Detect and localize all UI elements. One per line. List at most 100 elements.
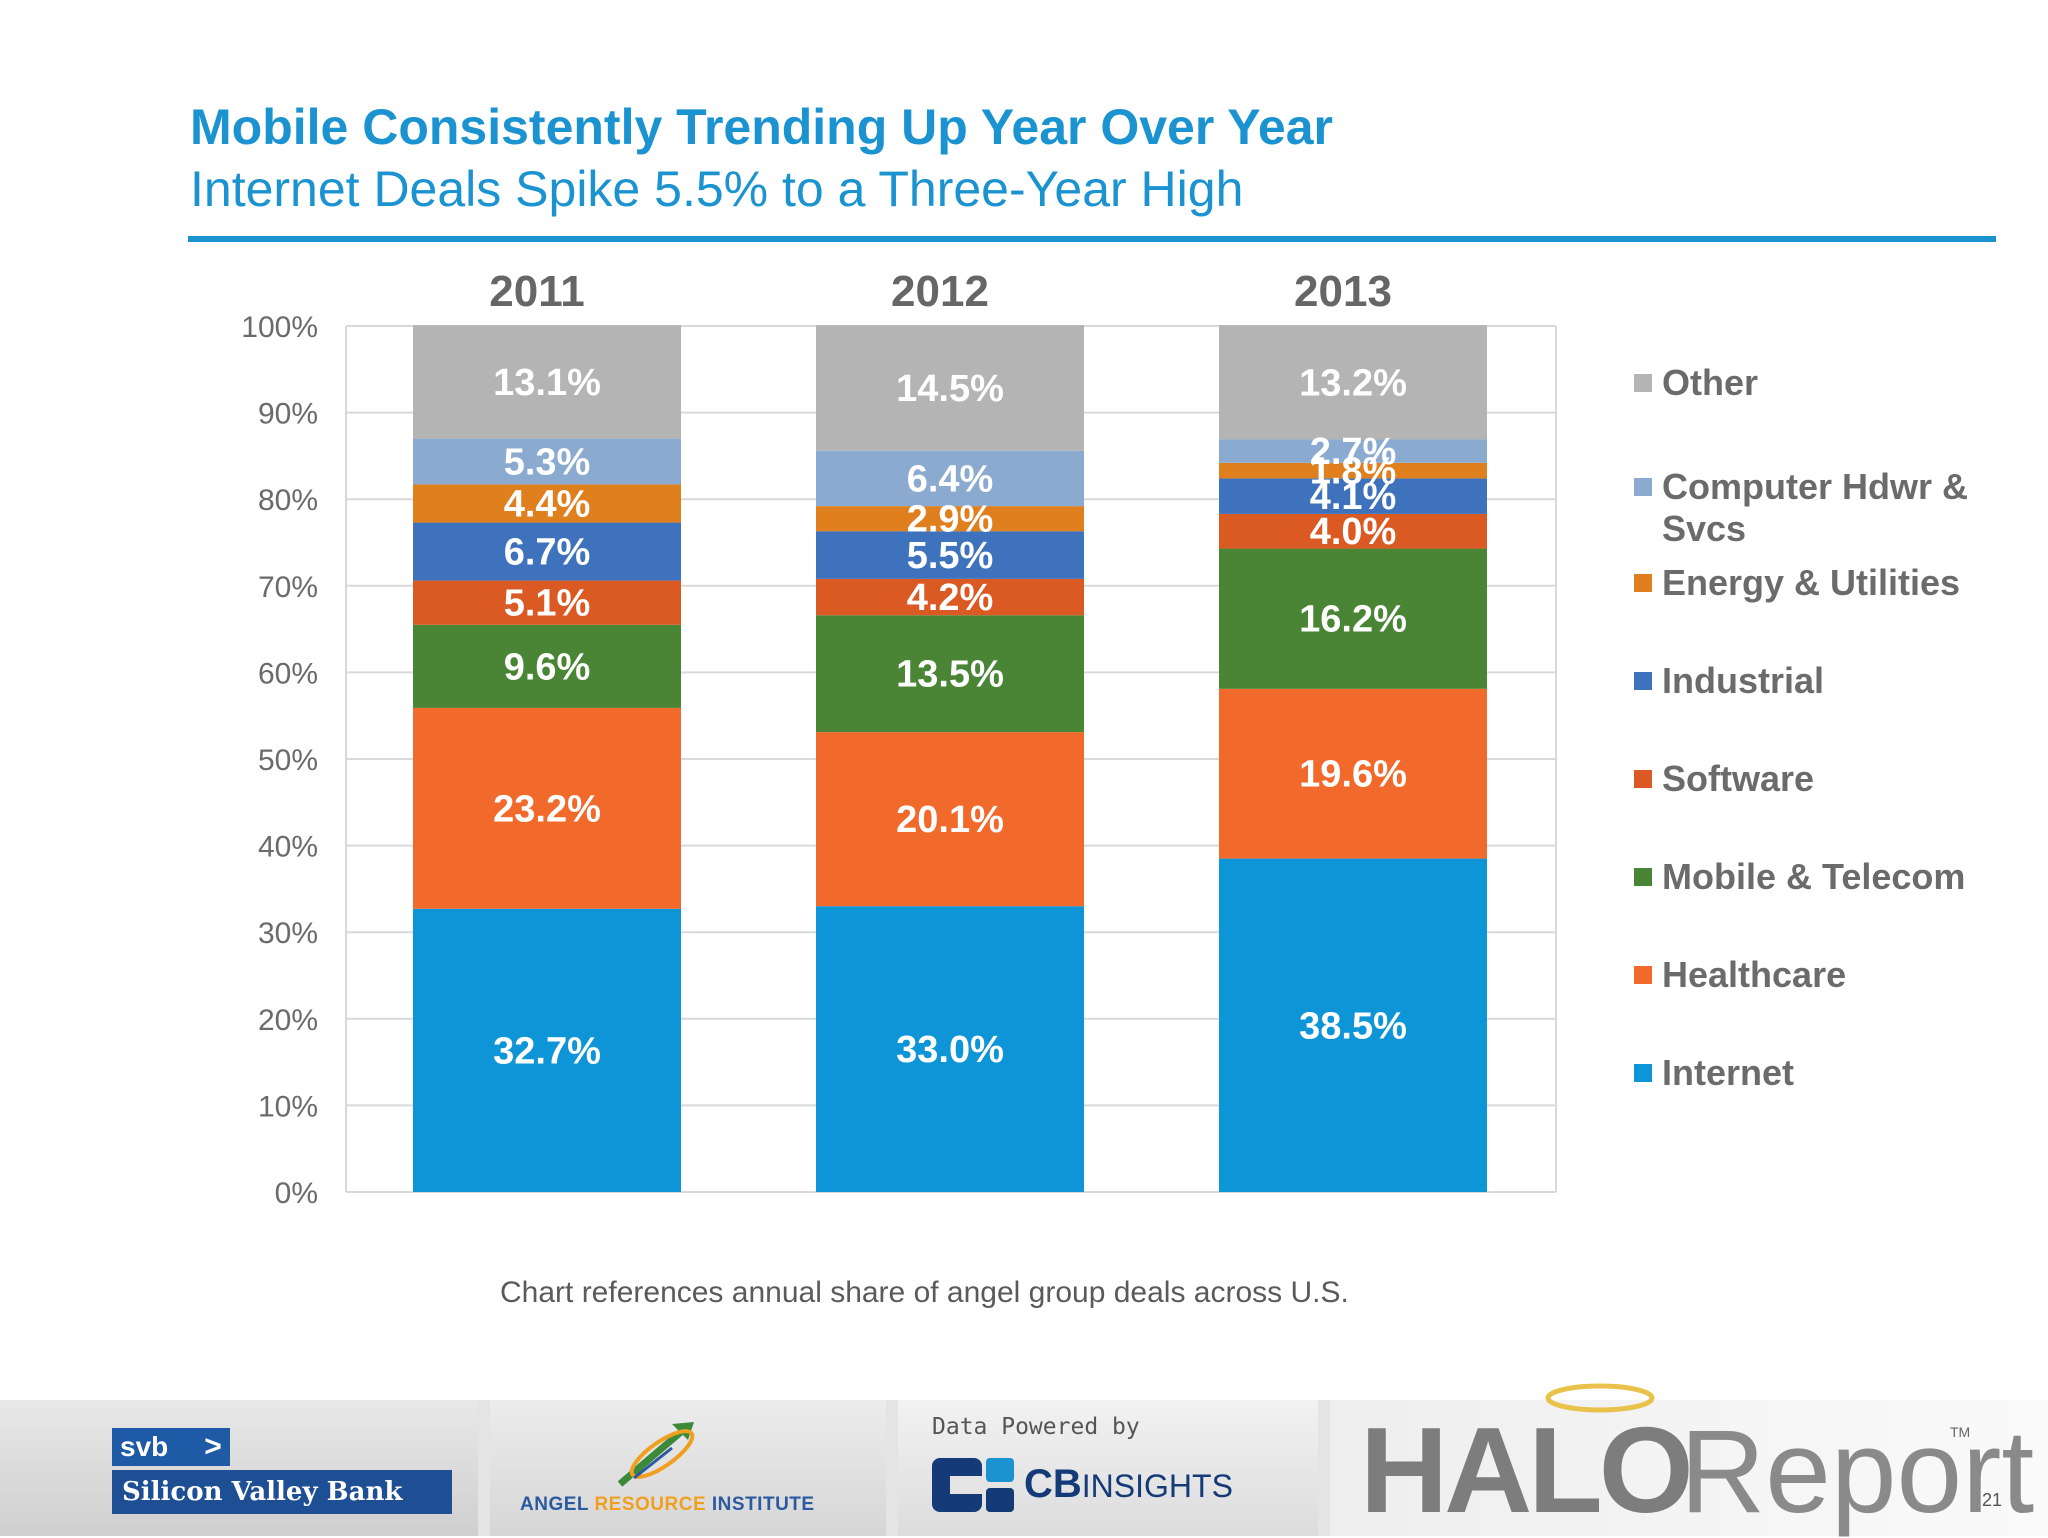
y-tick-label: 100% <box>241 311 318 344</box>
bar-segment <box>816 578 1084 616</box>
legend-label: Software <box>1662 758 1815 799</box>
bar-segment <box>816 615 1084 733</box>
data-label: 38.5% <box>1299 1005 1407 1047</box>
data-label: 4.2% <box>907 577 994 619</box>
y-tick-label: 0% <box>275 1177 318 1210</box>
data-label: 2.9% <box>907 499 994 541</box>
svb-logo-panel: svb > Silicon Valley Bank <box>0 1400 478 1536</box>
data-label: 13.2% <box>1299 362 1407 404</box>
y-tick-label: 60% <box>258 657 318 690</box>
sponsor-footer: svb > Silicon Valley Bank ANGEL RESOURCE… <box>0 1383 2048 1538</box>
legend-item-industrial: Industrial <box>1634 660 2002 702</box>
bar-segment <box>413 908 681 1192</box>
legend-label: Internet <box>1662 1052 1795 1093</box>
legend-item-other: Other <box>1634 362 2002 404</box>
title-divider <box>188 236 1996 242</box>
legend-label: Mobile & Telecom <box>1662 856 1966 897</box>
y-tick-label: 40% <box>258 831 318 864</box>
svb-logo-mark: svb <box>112 1428 200 1466</box>
data-label: 14.5% <box>896 368 1004 410</box>
data-label: 32.7% <box>493 1030 601 1072</box>
bar-segment <box>1219 548 1487 689</box>
data-label: 6.4% <box>907 458 994 500</box>
category-label: 2011 <box>489 267 584 316</box>
ari-logo-text: ANGEL RESOURCE INSTITUTE <box>520 1494 815 1516</box>
svb-logo-name: Silicon Valley Bank <box>112 1470 452 1514</box>
legend-label: Energy & Utilities <box>1662 562 1961 603</box>
slide-title: Mobile Consistently Trending Up Year Ove… <box>190 99 1333 155</box>
legend-swatch-energy <box>1634 574 1652 592</box>
bar-segment <box>1219 513 1487 549</box>
category-label: 2012 <box>891 267 989 316</box>
chart-footnote: Chart references annual share of angel g… <box>500 1276 1349 1309</box>
data-label: 4.1% <box>1310 476 1397 518</box>
data-label: 16.2% <box>1299 599 1407 641</box>
legend-item-internet: Internet <box>1634 1052 2002 1094</box>
ari-word-resource: RESOURCE <box>594 1494 707 1515</box>
y-tick-label: 80% <box>258 484 318 517</box>
legend-swatch-other <box>1634 374 1652 392</box>
data-label: 6.7% <box>504 532 591 574</box>
data-label: 4.4% <box>504 484 591 526</box>
data-label: 5.5% <box>907 535 994 577</box>
bar-segment <box>413 522 681 581</box>
data-label: 9.6% <box>504 646 591 688</box>
legend-label: Other <box>1662 362 1759 403</box>
y-tick-label: 30% <box>258 917 318 950</box>
svb-chevron-icon: > <box>196 1428 230 1466</box>
legend-swatch-healthcare <box>1634 966 1652 984</box>
stacked-bar-chart: 0% 10% 20% 30% 40% 50% 60% 70% 80% 90% 100% 2011 201… <box>241 267 1557 1210</box>
bar-segment <box>816 531 1084 579</box>
data-label: 23.2% <box>493 788 601 830</box>
cbinsights-logo-icon <box>932 1458 1014 1512</box>
y-tick-label: 50% <box>258 744 318 777</box>
data-label: 20.1% <box>896 799 1004 841</box>
bar-segment <box>1219 688 1487 859</box>
data-label: 19.6% <box>1299 754 1407 796</box>
page-number: 21 <box>1982 1490 2003 1510</box>
legend-item-energy: Energy & Utilities <box>1634 562 2002 604</box>
bar-segment <box>413 438 681 485</box>
y-tick-label: 20% <box>258 1004 318 1037</box>
legend-item-mobile-telecom: Mobile & Telecom <box>1634 856 2002 898</box>
bar-segment <box>413 707 681 909</box>
y-tick-label: 70% <box>258 571 318 604</box>
legend-item-software: Software <box>1634 758 2002 800</box>
y-tick-label: 10% <box>258 1090 318 1123</box>
data-label: 5.3% <box>504 442 591 484</box>
legend-item-healthcare: Healthcare <box>1634 954 2002 996</box>
ari-word-angel: ANGEL <box>520 1494 595 1515</box>
halo-ring-icon <box>1545 1383 1655 1413</box>
legend-label: Healthcare <box>1662 954 1847 995</box>
cbinsights-logo-text: CBINSIGHTS <box>1024 1462 1233 1507</box>
cb-word-cb: CB <box>1024 1462 1082 1506</box>
bar-segment <box>1219 858 1487 1192</box>
bar-segment <box>1219 439 1487 463</box>
cbinsights-logo-panel: Data Powered by CBINSIGHTS <box>898 1400 1318 1536</box>
legend-label: Computer Hdwr & Svcs <box>1662 466 1968 549</box>
bar-segment <box>413 580 681 625</box>
legend-swatch-computer-hdwr <box>1634 478 1652 496</box>
legend-item-computer-hdwr: Computer Hdwr & Svcs <box>1634 466 2002 550</box>
bar-segment <box>816 906 1084 1192</box>
bar-segment <box>413 484 681 523</box>
bar-segment <box>1219 462 1487 479</box>
category-label: 2013 <box>1294 267 1392 316</box>
bar-segment <box>816 732 1084 907</box>
data-label: 1.8% <box>1310 451 1397 493</box>
legend-swatch-software <box>1634 770 1652 788</box>
data-label: 4.0% <box>1310 511 1397 553</box>
data-label: 5.1% <box>504 583 591 625</box>
bar-segment <box>413 325 681 439</box>
legend-swatch-internet <box>1634 1064 1652 1082</box>
bar-segment <box>816 506 1084 532</box>
data-label: 13.1% <box>493 362 601 404</box>
halo-logo-report: Report <box>1680 1406 2035 1538</box>
y-tick-label: 90% <box>258 398 318 431</box>
halo-logo-word: HALO <box>1360 1402 1694 1538</box>
legend-label: Industrial <box>1662 660 1825 701</box>
data-label: 13.5% <box>896 654 1004 696</box>
data-label: 33.0% <box>896 1029 1004 1071</box>
ari-word-institute: INSTITUTE <box>706 1494 815 1515</box>
slide-subtitle: Internet Deals Spike 5.5% to a Three-Yea… <box>190 161 1244 217</box>
